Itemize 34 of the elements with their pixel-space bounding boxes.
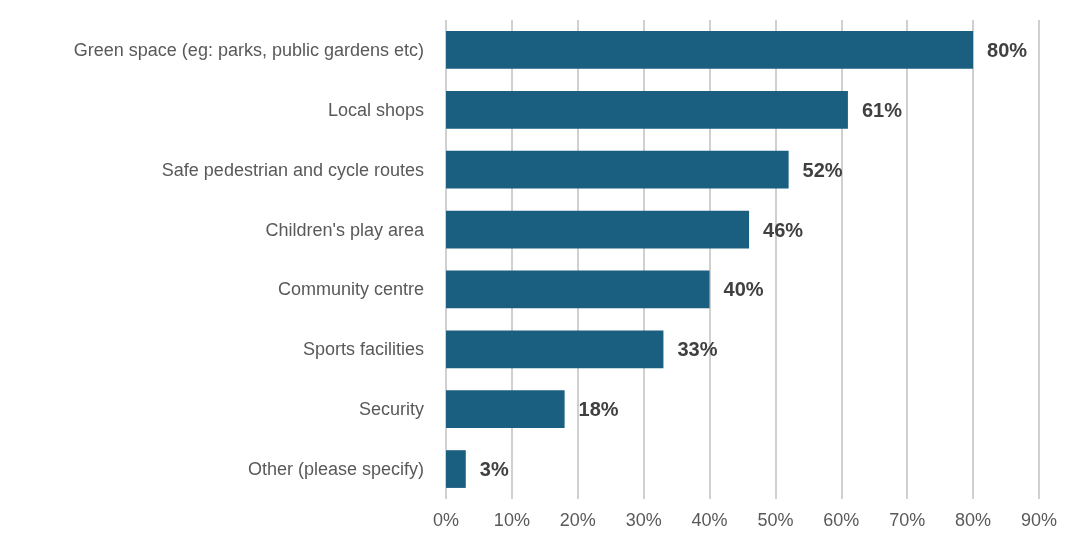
y-tick-label: Security (358, 399, 424, 420)
data-label: 33% (677, 338, 718, 361)
data-label: 61% (861, 98, 903, 121)
data-label: 80% (987, 38, 1028, 61)
x-tick-label: 70% (889, 510, 926, 530)
x-tick-label: 80% (955, 510, 992, 530)
y-tick-label: Other (please specify) (247, 459, 424, 480)
x-tick-label: 50% (757, 510, 794, 530)
x-tick-label: 40% (691, 510, 728, 530)
y-tick-label: Green space (eg: parks, public gardens etc) (73, 39, 424, 60)
data-label: 40% (723, 278, 764, 301)
data-label: 18% (578, 398, 619, 421)
x-tick-label: 20% (559, 510, 596, 530)
y-tick-label: Local shops (327, 99, 424, 120)
y-tick-label: Safe pedestrian and cycle routes (161, 159, 424, 180)
y-tick-label: Community centre (277, 279, 424, 300)
y-tick-label: Children's play area (265, 219, 425, 240)
bar (446, 270, 710, 309)
bar (446, 90, 848, 129)
bar (446, 31, 974, 69)
x-tick-label: 10% (493, 510, 530, 530)
x-tick-label: 90% (1020, 510, 1057, 530)
y-tick-label: Sports facilities (302, 339, 424, 360)
bar (446, 150, 789, 189)
bar (446, 450, 466, 488)
bar (446, 210, 750, 249)
data-label: 52% (802, 158, 843, 181)
data-label: 3% (479, 458, 509, 481)
bar (446, 390, 565, 429)
bar (446, 330, 664, 369)
data-label: 46% (763, 218, 804, 241)
x-tick-label: 0% (432, 510, 460, 530)
x-tick-label: 30% (625, 510, 662, 530)
x-tick-label: 60% (823, 510, 860, 530)
